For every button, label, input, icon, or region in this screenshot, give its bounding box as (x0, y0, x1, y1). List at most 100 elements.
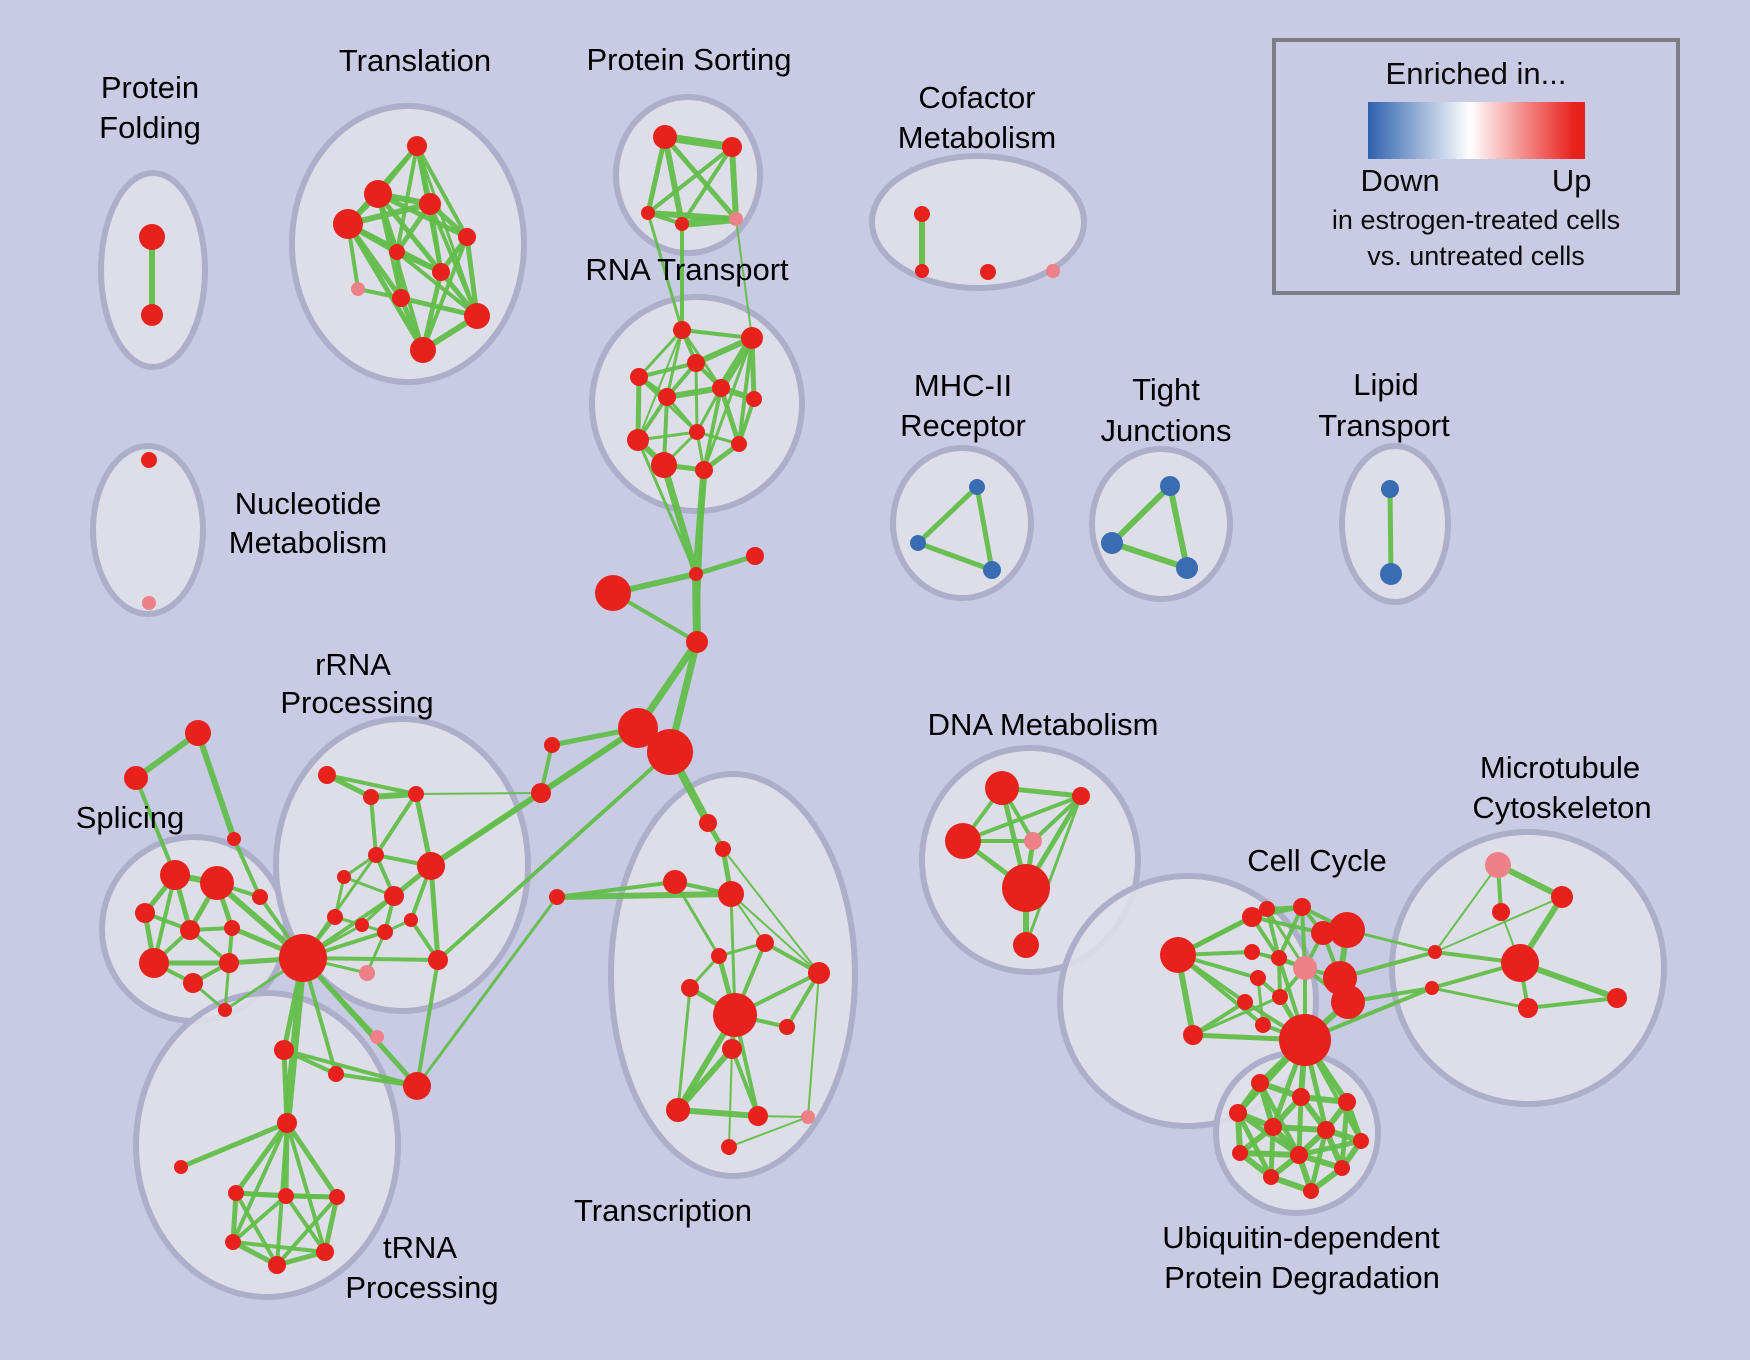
gene-set-node-ps4[interactable] (675, 217, 689, 231)
gene-set-node-m1[interactable] (969, 479, 985, 495)
gene-set-node-cc9[interactable] (1271, 950, 1287, 966)
gene-set-node-d4[interactable] (1024, 832, 1042, 850)
gene-set-node-d3[interactable] (945, 823, 981, 859)
gene-set-node-rr8[interactable] (327, 909, 343, 925)
gene-set-node-tc6[interactable] (681, 979, 699, 997)
gene-set-node-k3[interactable] (549, 889, 565, 905)
gene-set-node-r1[interactable] (673, 321, 691, 339)
gene-set-node-pf2[interactable] (141, 304, 163, 326)
gene-set-node-ps1[interactable] (653, 125, 677, 149)
gene-set-node-h1[interactable] (279, 934, 327, 982)
gene-set-node-u2[interactable] (1292, 1088, 1310, 1106)
gene-set-node-k2[interactable] (531, 783, 551, 803)
gene-set-node-tc4[interactable] (711, 948, 727, 964)
gene-set-node-tc11[interactable] (748, 1106, 768, 1126)
gene-set-node-t10[interactable] (464, 303, 490, 329)
gene-set-node-c4[interactable] (1046, 264, 1060, 278)
gene-set-node-tn2[interactable] (715, 841, 731, 857)
gene-set-node-n2[interactable] (142, 596, 156, 610)
gene-set-node-tr8[interactable] (268, 1256, 286, 1274)
gene-set-node-j3[interactable] (686, 631, 708, 653)
gene-set-node-h2[interactable] (618, 708, 658, 748)
gene-set-node-r7[interactable] (746, 391, 762, 407)
gene-set-node-cc10[interactable] (1293, 956, 1317, 980)
gene-set-node-rr10[interactable] (377, 924, 393, 940)
gene-set-node-rr11[interactable] (404, 913, 418, 927)
gene-set-node-c3[interactable] (980, 264, 996, 280)
gene-set-node-tr4[interactable] (278, 1188, 294, 1204)
gene-set-node-rr6[interactable] (384, 886, 404, 906)
gene-set-node-cc4[interactable] (1259, 901, 1275, 917)
gene-set-node-cc3[interactable] (1242, 907, 1262, 927)
gene-set-node-u5[interactable] (1264, 1118, 1282, 1136)
gene-set-node-r9[interactable] (627, 429, 649, 451)
gene-set-node-a2[interactable] (124, 766, 148, 790)
gene-set-node-s7[interactable] (219, 953, 239, 973)
gene-set-node-c2[interactable] (915, 264, 929, 278)
gene-set-node-t1[interactable] (407, 136, 427, 156)
gene-set-node-s9[interactable] (183, 973, 203, 993)
gene-set-node-t4[interactable] (333, 209, 363, 239)
gene-set-node-s10[interactable] (218, 1003, 232, 1017)
gene-set-node-tj2[interactable] (1101, 532, 1123, 554)
gene-set-node-rr3[interactable] (408, 786, 424, 802)
gene-set-node-cc5[interactable] (1293, 898, 1311, 916)
gene-set-node-tj1[interactable] (1160, 476, 1180, 496)
gene-set-node-rr13[interactable] (274, 1040, 294, 1060)
gene-set-node-ps2[interactable] (722, 137, 742, 157)
gene-set-node-s8[interactable] (252, 889, 268, 905)
gene-set-node-t8[interactable] (351, 282, 365, 296)
gene-set-node-d1[interactable] (985, 771, 1019, 805)
gene-set-node-a1[interactable] (185, 720, 211, 746)
gene-set-node-tn1[interactable] (699, 814, 717, 832)
gene-set-node-rr7[interactable] (417, 852, 445, 880)
gene-set-node-s2[interactable] (200, 866, 234, 900)
gene-set-node-s6[interactable] (139, 948, 169, 978)
gene-set-node-tc8[interactable] (779, 1019, 795, 1035)
gene-set-node-tr1[interactable] (277, 1113, 297, 1133)
gene-set-node-rr1[interactable] (318, 766, 336, 784)
gene-set-node-u3[interactable] (1338, 1093, 1356, 1111)
gene-set-node-tc2[interactable] (718, 881, 744, 907)
gene-set-node-tj3[interactable] (1176, 557, 1198, 579)
gene-set-node-u9[interactable] (1290, 1146, 1308, 1164)
gene-set-node-tc10[interactable] (666, 1098, 690, 1122)
gene-set-node-cc13[interactable] (1237, 994, 1253, 1010)
gene-set-node-s1[interactable] (160, 860, 190, 890)
gene-set-node-j1[interactable] (689, 567, 703, 581)
gene-set-node-u4[interactable] (1229, 1104, 1247, 1122)
gene-set-node-t6[interactable] (389, 244, 405, 260)
gene-set-node-b1[interactable] (595, 575, 631, 611)
gene-set-node-mt7[interactable] (1428, 945, 1442, 959)
gene-set-node-c1[interactable] (914, 206, 930, 222)
gene-set-node-t5[interactable] (458, 228, 476, 246)
gene-set-node-l2[interactable] (1380, 563, 1402, 585)
gene-set-node-u1[interactable] (1251, 1074, 1269, 1092)
gene-set-node-rrp2[interactable] (370, 1030, 384, 1044)
gene-set-node-ps5[interactable] (729, 212, 743, 226)
gene-set-node-cc17[interactable] (1255, 1017, 1271, 1033)
gene-set-node-u7[interactable] (1353, 1133, 1369, 1149)
gene-set-node-t7[interactable] (432, 263, 450, 281)
gene-set-node-cc2[interactable] (1183, 1025, 1203, 1045)
gene-set-node-cc7[interactable] (1329, 912, 1365, 948)
gene-set-node-r12[interactable] (695, 461, 713, 479)
gene-set-node-tc7[interactable] (713, 993, 757, 1037)
gene-set-node-r5[interactable] (658, 388, 676, 406)
gene-set-node-t2[interactable] (364, 180, 392, 208)
gene-set-node-r8[interactable] (689, 424, 705, 440)
gene-set-node-mt3[interactable] (1492, 903, 1510, 921)
gene-set-node-n1[interactable] (141, 452, 157, 468)
gene-set-node-s4[interactable] (180, 920, 200, 940)
gene-set-node-rr2[interactable] (363, 789, 379, 805)
gene-set-node-t9[interactable] (392, 289, 410, 307)
gene-set-node-rr14[interactable] (328, 1066, 344, 1082)
gene-set-node-tc5[interactable] (808, 962, 830, 984)
gene-set-node-rr9[interactable] (355, 918, 369, 932)
gene-set-node-u10[interactable] (1334, 1160, 1350, 1176)
gene-set-node-mt6[interactable] (1518, 998, 1538, 1018)
gene-set-node-tr2[interactable] (174, 1160, 188, 1174)
gene-set-node-r6[interactable] (712, 379, 730, 397)
gene-set-node-tr6[interactable] (225, 1234, 241, 1250)
gene-set-node-u6[interactable] (1317, 1121, 1335, 1139)
